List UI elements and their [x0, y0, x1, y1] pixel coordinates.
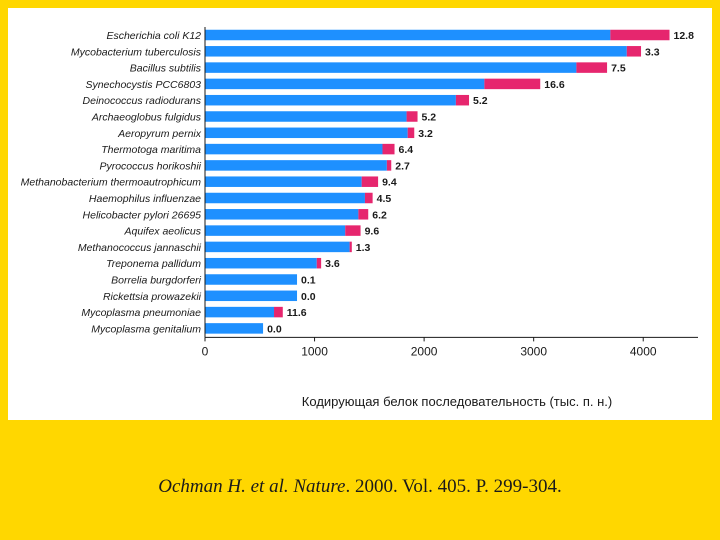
bar-coding-segment — [205, 306, 275, 318]
bar-value-label: 9.4 — [382, 177, 397, 189]
bar-coding-segment — [205, 78, 485, 90]
bar-value-label: 4.5 — [377, 193, 392, 205]
bars-layer: Escherichia coli K12 12.8 Mycobacterium tu… — [21, 29, 695, 335]
bar-extra-segment — [349, 241, 352, 253]
bar-coding-segment — [205, 62, 577, 73]
bar-value-label: 0.1 — [301, 275, 316, 287]
x-tick-label: 3000 — [520, 344, 547, 358]
bar-value-label: 2.7 — [395, 160, 410, 172]
bar-extra-segment — [455, 94, 470, 106]
category-label: Rickettsia prowazekii — [103, 291, 202, 303]
citation-journal: Nature — [293, 476, 346, 497]
bar-coding-segment — [205, 209, 359, 220]
bar-extra-segment — [316, 257, 322, 269]
bar-coding-segment — [205, 111, 407, 122]
category-label: Borrelia burgdorferi — [111, 275, 202, 287]
bar-value-label: 0.0 — [301, 291, 316, 303]
bar-value-label: 5.2 — [473, 95, 488, 107]
bar-coding-segment — [205, 94, 456, 106]
category-label: Aeropyrum pernix — [117, 128, 202, 140]
category-label: Bacillus subtilis — [130, 63, 202, 75]
bar-extra-segment — [364, 192, 373, 204]
bar-value-label: 16.6 — [544, 79, 565, 91]
x-axis-label: Кодирующая белок последовательность (тыс… — [302, 394, 612, 409]
bar-value-label: 1.3 — [356, 242, 371, 254]
bar-coding-segment — [205, 176, 362, 187]
category-label: Escherichia coli K12 — [106, 30, 201, 42]
x-tick-label: 1000 — [301, 344, 328, 358]
category-label: Synechocystis PCC6803 — [85, 79, 201, 91]
category-label: Thermotoga maritima — [101, 144, 201, 156]
bar-value-label: 3.3 — [645, 46, 660, 58]
category-label: Helicobacter pylori 26695 — [83, 209, 202, 221]
bar-extra-segment — [610, 29, 670, 41]
bar-coding-segment — [205, 192, 365, 204]
category-label: Mycoplasma pneumoniae — [81, 307, 201, 319]
bar-coding-segment — [205, 257, 317, 269]
bar-extra-segment — [386, 160, 392, 171]
bar-value-label: 3.6 — [325, 258, 340, 270]
bar-extra-segment — [358, 209, 369, 220]
bar-extra-segment — [382, 143, 395, 155]
citation-details: . 2000. Vol. 405. P. 299-304. — [345, 476, 562, 497]
bar-coding-segment — [205, 160, 387, 171]
bar-coding-segment — [205, 290, 298, 302]
x-tick-label: 2000 — [411, 344, 438, 358]
bar-value-label: 11.6 — [287, 307, 307, 319]
bar-coding-segment — [205, 241, 350, 253]
bar-extra-segment — [626, 46, 642, 57]
bar-extra-segment — [345, 225, 361, 236]
category-label: Methanobacterium thermoautrophicum — [21, 177, 202, 189]
x-tick-label: 4000 — [630, 344, 657, 358]
bar-chart: Escherichia coli K12 12.8 Mycobacterium tu… — [21, 27, 698, 409]
category-label: Archaeoglobus fulgidus — [91, 112, 202, 124]
x-axis: 0 1000 2000 3000 4000 — [202, 27, 698, 358]
category-label: Mycoplasma genitalium — [91, 323, 201, 335]
bar-coding-segment — [205, 143, 383, 155]
bar-coding-segment — [205, 46, 627, 57]
bar-value-label: 3.2 — [418, 128, 433, 140]
chart-panel: Escherichia coli K12 12.8 Mycobacterium tu… — [8, 8, 712, 420]
bar-coding-segment — [205, 323, 264, 334]
bar-value-label: 7.5 — [611, 63, 626, 75]
category-label: Mycobacterium tuberculosis — [71, 46, 202, 58]
bar-value-label: 9.6 — [365, 226, 380, 238]
citation-authors: Ochman H. et al. — [158, 476, 289, 497]
category-label: Pyrococcus horikoshii — [99, 160, 201, 172]
category-label: Aquifex aeolicus — [124, 226, 202, 238]
bar-extra-segment — [576, 62, 608, 73]
x-tick-label: 0 — [202, 344, 209, 358]
bar-coding-segment — [205, 274, 298, 285]
bar-coding-segment — [205, 127, 408, 139]
category-label: Haemophilus influenzae — [89, 193, 201, 205]
bar-value-label: 6.4 — [399, 144, 414, 156]
bar-value-label: 6.2 — [372, 209, 387, 221]
bar-coding-segment — [205, 29, 611, 41]
bar-extra-segment — [274, 306, 283, 318]
category-label: Treponema pallidum — [106, 258, 201, 270]
bar-value-label: 0.0 — [267, 323, 282, 335]
bar-extra-segment — [361, 176, 379, 187]
category-label: Methanococcus jannaschii — [78, 242, 202, 254]
bar-extra-segment — [406, 111, 418, 122]
bar-value-label: 12.8 — [674, 30, 695, 42]
bar-extra-segment — [484, 78, 541, 90]
citation: Ochman H. et al. Nature. 2000. Vol. 405.… — [0, 476, 720, 498]
bar-extra-segment — [407, 127, 415, 139]
category-label: Deinococcus radiodurans — [83, 95, 202, 107]
bar-value-label: 5.2 — [422, 112, 437, 124]
bar-coding-segment — [205, 225, 346, 236]
